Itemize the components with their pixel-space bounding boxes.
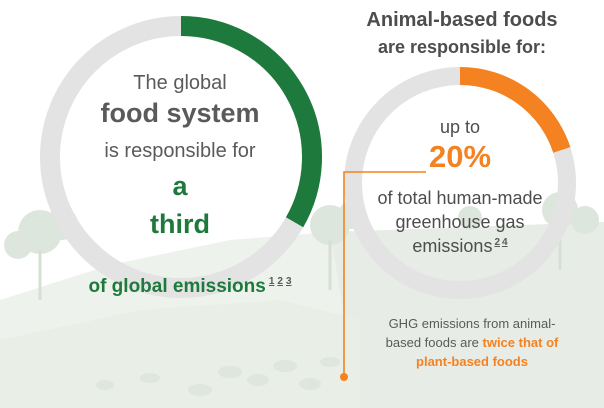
right-text-emissions: emissions (412, 236, 493, 256)
note-line2: based foods are twice that of (360, 333, 584, 352)
right-heading-line2: are responsible for: (377, 37, 547, 57)
left-text-food-system: food system (100, 98, 260, 128)
animal-foods-donut (344, 67, 576, 299)
note-highlight-1: twice that of (482, 335, 559, 350)
ref-link-3[interactable]: 3 (285, 276, 292, 287)
right-text-line2: of total human-made (377, 188, 543, 208)
right-text-up-to: up to (439, 117, 481, 137)
food-system-donut-slice (180, 16, 322, 228)
right-heading-line1: Animal-based foods (366, 9, 558, 31)
ref-link-1[interactable]: 1 (268, 276, 275, 287)
left-text-third: third (150, 209, 210, 239)
left-text-a: a (172, 171, 188, 201)
right-text-emissions-row: emissions 2 4 (390, 236, 530, 257)
note-line1: GHG emissions from animal- (388, 316, 556, 331)
note-block: GHG emissions from animal- based foods a… (360, 314, 584, 371)
connector-line (340, 171, 426, 381)
animal-foods-donut-slice (459, 67, 571, 153)
ref-link-2[interactable]: 2 (277, 276, 283, 287)
left-text-line1: The global (133, 72, 227, 94)
left-footer: of global emissions 1 2 3 (60, 276, 320, 298)
ref-link-2b[interactable]: 2 (494, 237, 501, 248)
left-text-line3: is responsible for (104, 140, 256, 162)
note-line2-text: based foods are (385, 335, 483, 350)
left-footer-text: of global emissions (88, 276, 266, 297)
right-text-line3: greenhouse gas (395, 212, 525, 232)
note-highlight-2: plant-based foods (416, 354, 528, 369)
food-system-donut (40, 16, 322, 298)
right-text-percent: 20% (428, 139, 492, 174)
ref-link-4[interactable]: 4 (502, 237, 508, 248)
